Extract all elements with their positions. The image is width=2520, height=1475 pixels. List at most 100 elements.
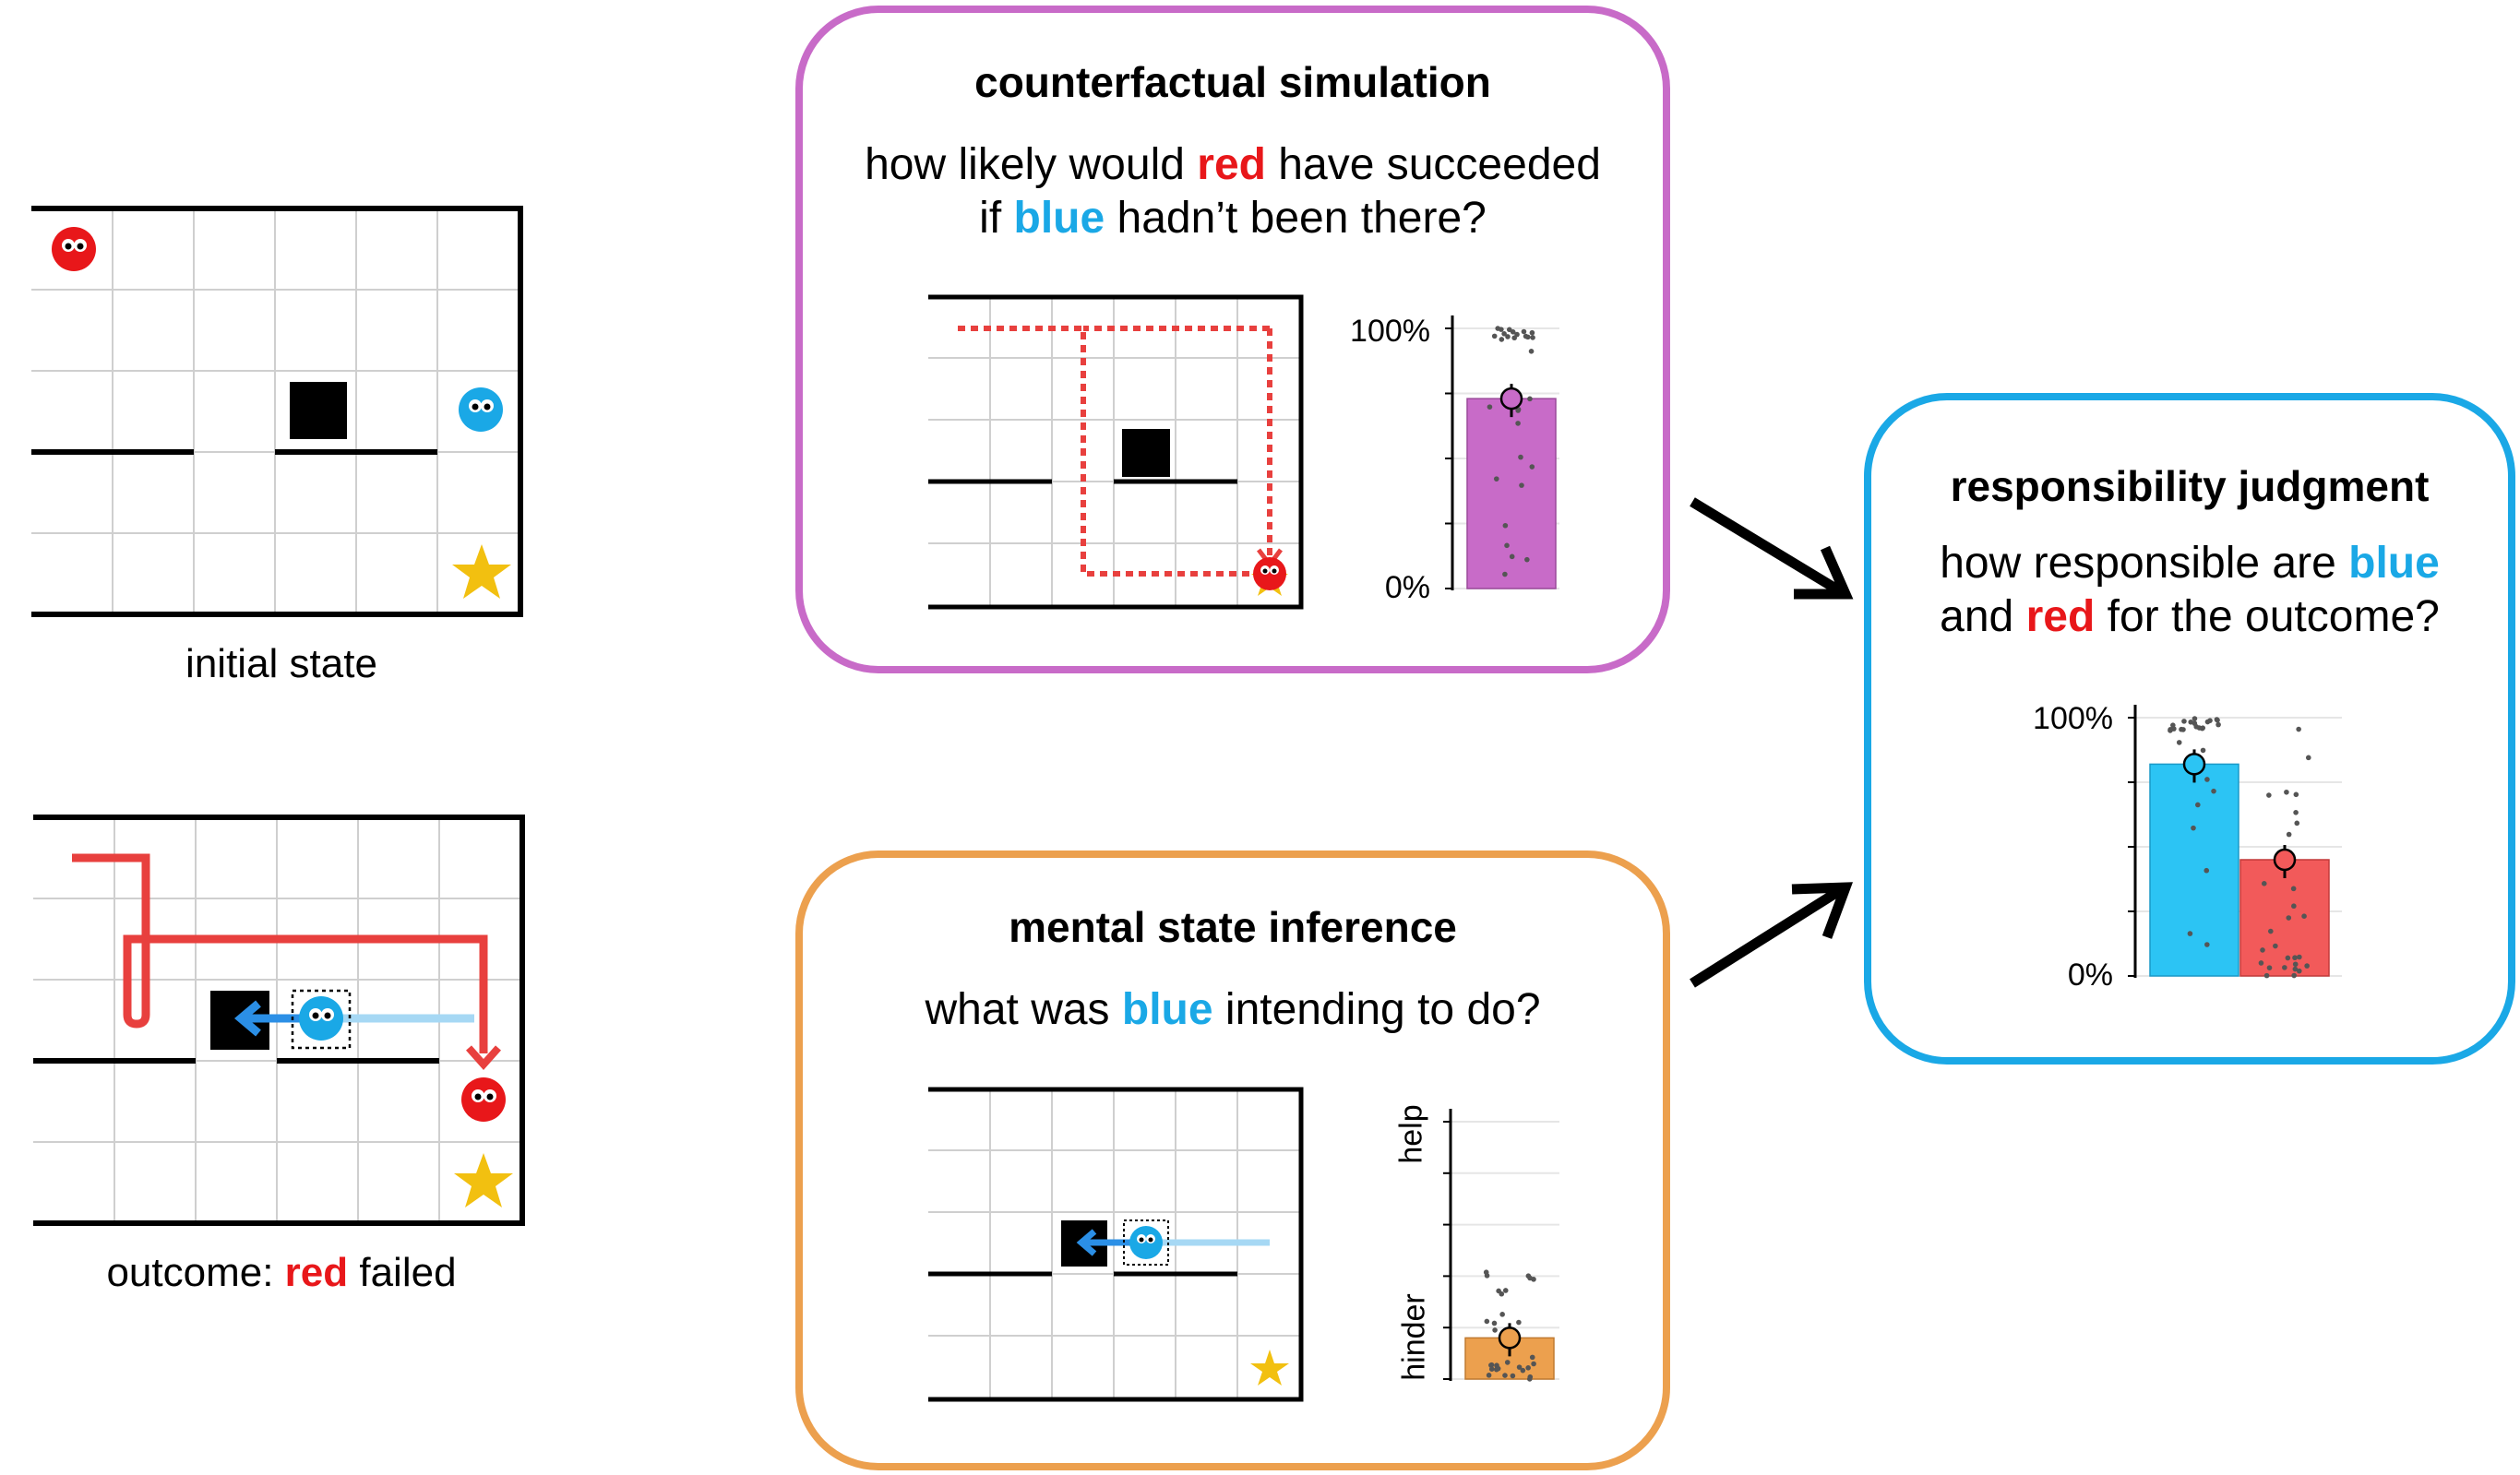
data-dot: [1529, 464, 1535, 470]
red-agent-icon: [52, 227, 96, 271]
data-dot: [2292, 961, 2299, 968]
cf-q-if: if: [979, 194, 1014, 243]
counterfactual-grid: [928, 294, 1304, 610]
data-dot: [2286, 831, 2292, 838]
blue-origin-box: [1123, 1219, 1169, 1266]
data-dot: [1510, 1373, 1516, 1379]
bar: [2239, 859, 2330, 977]
data-dot: [2204, 867, 2210, 874]
data-dot: [1499, 1291, 1505, 1297]
outcome-label: outcome: red failed: [55, 1250, 508, 1296]
red-path-arrowhead: [466, 1045, 501, 1071]
data-dot: [2192, 716, 2198, 721]
data-dot: [2291, 903, 2297, 910]
data-dot: [2296, 968, 2302, 974]
responsibility-question: how responsible are blue and red for the…: [1864, 537, 2515, 644]
cf-q-blue: blue: [1013, 194, 1105, 243]
data-dot: [1504, 1360, 1511, 1365]
mental-state-grid: [928, 1087, 1304, 1402]
data-dot: [1525, 1365, 1531, 1371]
rj-q2-pre: and: [1940, 592, 2026, 641]
data-dot: [1488, 1366, 1495, 1372]
data-dot: [2191, 825, 2196, 831]
data-dot: [1528, 349, 1535, 354]
data-dot: [1502, 522, 1509, 529]
data-dot: [1516, 1319, 1522, 1326]
data-dot: [1499, 337, 1505, 342]
data-dot: [2263, 972, 2270, 979]
initial-state-label: initial state: [185, 641, 377, 686]
data-dot: [2292, 955, 2298, 961]
data-dot: [1499, 1312, 1505, 1317]
data-dot: [2195, 802, 2201, 808]
data-dot: [2204, 777, 2210, 782]
data-dot: [2293, 810, 2299, 815]
data-dot: [1515, 421, 1521, 426]
cf-tick-top: 100%: [1350, 314, 1430, 349]
arrow-icon: [1690, 882, 1854, 988]
data-dot: [2286, 915, 2292, 921]
data-dot: [2285, 955, 2291, 961]
data-dot: [2294, 820, 2300, 827]
data-dot: [2267, 928, 2274, 934]
ms-q-post: intending to do?: [1212, 985, 1541, 1034]
data-dot: [2204, 719, 2211, 725]
initial-state-grid: [31, 206, 523, 617]
mean-point: [2273, 848, 2297, 872]
data-dot: [1488, 1362, 1495, 1368]
red-agent-icon: [461, 1077, 506, 1122]
data-dot: [2196, 725, 2203, 731]
mental-question: what was blue intending to do?: [795, 983, 1670, 1037]
data-dot: [1527, 1376, 1533, 1382]
data-dot: [2273, 943, 2278, 949]
data-dot: [2266, 792, 2272, 798]
data-dot: [1527, 396, 1533, 402]
data-dot: [1514, 331, 1520, 338]
data-dot: [1509, 553, 1515, 560]
rj-tick-bottom: 0%: [2067, 958, 2113, 993]
outcome-suffix: failed: [348, 1250, 457, 1295]
data-dot: [2215, 721, 2221, 728]
data-dot: [2304, 963, 2310, 969]
cf-tick-bottom: 0%: [1384, 570, 1430, 605]
data-dot: [2291, 972, 2297, 979]
outcome-grid: [33, 815, 525, 1226]
data-dot: [2200, 747, 2206, 754]
data-dot: [1523, 333, 1529, 339]
data-dot: [1504, 542, 1510, 549]
data-dot: [1495, 1365, 1501, 1372]
blue-origin-box: [291, 989, 352, 1050]
ms-axis-top: help: [1393, 1104, 1429, 1164]
data-dot: [1527, 1275, 1533, 1281]
rj-q2-post: for the outcome?: [2095, 592, 2440, 641]
data-dot: [2305, 755, 2311, 761]
data-dot: [2188, 719, 2194, 725]
data-dot: [1519, 482, 1524, 488]
data-dot: [1529, 1354, 1535, 1361]
blue-agent-icon: [299, 996, 343, 1041]
data-dot: [1484, 1318, 1490, 1325]
red-path: [72, 853, 488, 1053]
data-dot: [1502, 571, 1508, 577]
rj-q1-pre: how responsible are: [1940, 539, 2349, 588]
star-icon: [454, 1153, 513, 1207]
data-dot: [1493, 476, 1499, 482]
counterfactual-title: counterfactual simulation: [974, 58, 1491, 106]
data-dot: [2168, 728, 2173, 733]
data-dot: [1521, 328, 1527, 335]
data-dot: [2214, 717, 2220, 722]
data-dot: [1516, 1364, 1523, 1370]
data-dot: [1486, 1373, 1492, 1378]
data-dot: [1506, 327, 1512, 333]
data-dot: [2297, 954, 2302, 960]
data-dot: [1484, 1273, 1490, 1279]
data-dot: [1492, 1327, 1498, 1333]
data-dot: [1502, 1373, 1508, 1378]
bar: [1466, 398, 1557, 589]
cf-q-red: red: [1197, 140, 1266, 189]
data-dot: [2301, 913, 2307, 919]
black-box: [1122, 429, 1170, 477]
data-dot: [2266, 965, 2273, 970]
bar: [2149, 763, 2239, 977]
data-dot: [2181, 719, 2187, 724]
